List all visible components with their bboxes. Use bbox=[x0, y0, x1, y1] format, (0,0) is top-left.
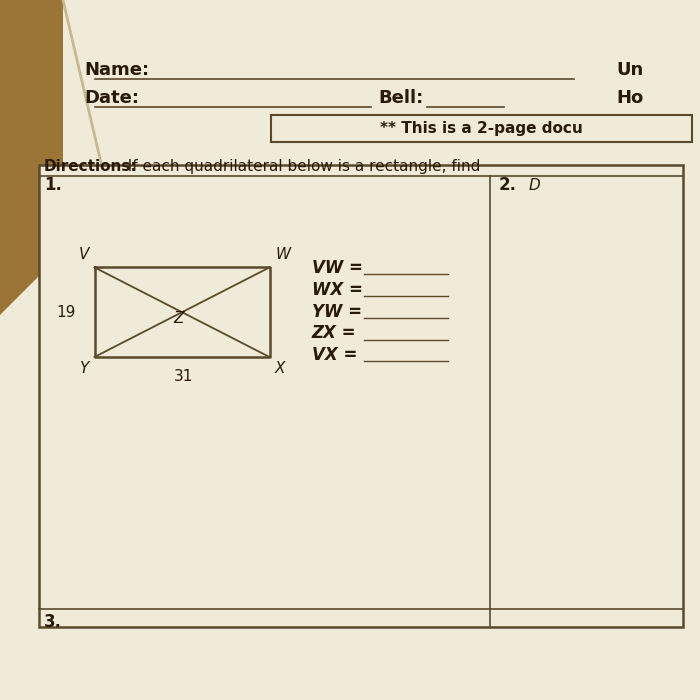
Text: Bell:: Bell: bbox=[378, 89, 423, 107]
Polygon shape bbox=[0, 0, 154, 280]
Text: ** This is a 2-page docu: ** This is a 2-page docu bbox=[380, 121, 582, 136]
FancyBboxPatch shape bbox=[271, 115, 692, 142]
Text: VX =: VX = bbox=[312, 346, 357, 364]
Text: W: W bbox=[275, 247, 290, 262]
Text: Y: Y bbox=[80, 361, 89, 376]
Text: 31: 31 bbox=[174, 369, 193, 384]
Text: ZX =: ZX = bbox=[312, 324, 356, 342]
Text: YW =: YW = bbox=[312, 302, 361, 321]
FancyBboxPatch shape bbox=[38, 164, 682, 626]
Text: 2.: 2. bbox=[498, 176, 517, 195]
Text: X: X bbox=[275, 361, 286, 376]
Text: Un: Un bbox=[616, 61, 643, 79]
Polygon shape bbox=[0, 0, 175, 315]
Polygon shape bbox=[63, 0, 700, 700]
Polygon shape bbox=[0, 0, 91, 196]
Text: Directions:: Directions: bbox=[44, 159, 138, 174]
Text: 1.: 1. bbox=[44, 176, 62, 195]
Text: If each quadrilateral below is a rectangle, find: If each quadrilateral below is a rectang… bbox=[118, 159, 480, 174]
Text: Ho: Ho bbox=[616, 89, 643, 107]
Text: Z: Z bbox=[174, 311, 184, 326]
Text: VW =: VW = bbox=[312, 259, 363, 277]
Text: 19: 19 bbox=[56, 304, 76, 320]
Text: 3.: 3. bbox=[44, 612, 62, 631]
Text: Date:: Date: bbox=[84, 89, 139, 107]
Text: WX =: WX = bbox=[312, 281, 363, 299]
Text: V: V bbox=[78, 247, 89, 262]
Text: Name:: Name: bbox=[84, 61, 149, 79]
Text: D: D bbox=[528, 178, 540, 193]
